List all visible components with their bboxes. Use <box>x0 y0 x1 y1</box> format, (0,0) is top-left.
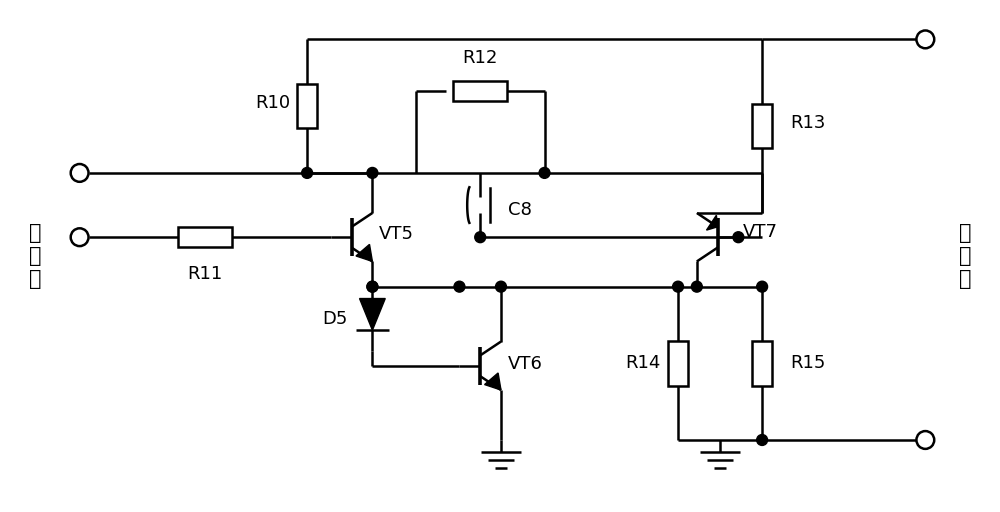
Circle shape <box>454 281 465 292</box>
Circle shape <box>733 232 744 243</box>
Polygon shape <box>360 298 385 330</box>
Bar <box>668 341 688 386</box>
Text: VT6: VT6 <box>507 355 542 373</box>
Polygon shape <box>707 216 718 230</box>
Text: 输
出
端: 输 出 端 <box>959 223 971 289</box>
Text: R12: R12 <box>463 49 498 67</box>
Circle shape <box>367 281 378 292</box>
Circle shape <box>496 281 506 292</box>
Polygon shape <box>485 373 501 390</box>
Text: 输
入
端: 输 入 端 <box>29 223 41 289</box>
Circle shape <box>367 281 378 292</box>
Bar <box>752 104 772 148</box>
Bar <box>297 84 317 129</box>
Text: R11: R11 <box>188 265 223 283</box>
Text: R14: R14 <box>626 354 661 372</box>
Text: R15: R15 <box>790 354 825 372</box>
Circle shape <box>539 167 550 178</box>
Text: R13: R13 <box>790 114 825 132</box>
Circle shape <box>367 167 378 178</box>
Bar <box>453 81 507 101</box>
Circle shape <box>691 281 702 292</box>
Text: VT5: VT5 <box>379 225 414 243</box>
Bar <box>752 341 772 386</box>
Text: D5: D5 <box>322 310 347 328</box>
Circle shape <box>302 167 313 178</box>
Circle shape <box>757 281 768 292</box>
Text: R10: R10 <box>255 94 290 112</box>
Bar <box>178 227 232 247</box>
Circle shape <box>475 232 486 243</box>
Circle shape <box>757 435 768 445</box>
Text: VT7: VT7 <box>743 223 778 241</box>
Circle shape <box>673 281 683 292</box>
Text: C8: C8 <box>508 201 532 219</box>
Polygon shape <box>356 244 372 262</box>
